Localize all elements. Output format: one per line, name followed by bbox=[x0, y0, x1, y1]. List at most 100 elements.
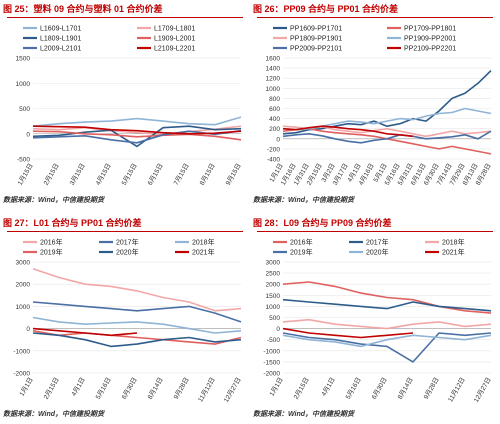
legend-label: PP1709-PP1801 bbox=[404, 26, 456, 33]
source-note: 数据来源：Wind，中信建投期货 bbox=[253, 411, 355, 418]
series-line bbox=[32, 125, 242, 148]
series-line bbox=[32, 301, 242, 323]
y-tick-label: 2500 bbox=[266, 271, 281, 278]
line-chart-svg: -400-200020040060080010001200140016001月1… bbox=[266, 26, 493, 187]
source-note: 数据来源：Wind，中信建投期货 bbox=[3, 411, 105, 418]
y-tick-label: 0 bbox=[276, 136, 280, 143]
y-tick-label: 1500 bbox=[266, 293, 281, 300]
y-tick-label: 1000 bbox=[16, 304, 31, 311]
y-tick-label: -500 bbox=[17, 157, 30, 164]
title-divider bbox=[7, 231, 243, 232]
x-tick-label: 9月15日 bbox=[224, 162, 243, 187]
legend-label: L2009-L2101 bbox=[40, 46, 81, 53]
y-tick-label: -400 bbox=[267, 157, 280, 164]
y-tick-label: 3000 bbox=[16, 260, 31, 267]
legend-label: L1909-L2001 bbox=[154, 36, 195, 43]
chart-title: 图 26：PP09 合约与 PP01 合约价差 bbox=[253, 4, 399, 14]
legend-label: L1809-L1901 bbox=[40, 36, 81, 43]
x-tick-label: 5月16日 bbox=[344, 376, 363, 401]
y-tick-label: 1000 bbox=[266, 86, 281, 93]
y-tick-label: -1500 bbox=[263, 359, 280, 366]
legend-label: L1609-L1701 bbox=[40, 26, 81, 33]
y-tick-label: 500 bbox=[269, 315, 280, 322]
series-line bbox=[32, 267, 242, 312]
chart-title: 图 28：L09 合约与 PP09 合约价差 bbox=[253, 218, 392, 228]
series-line bbox=[32, 327, 138, 337]
y-tick-label: -2000 bbox=[263, 371, 280, 378]
series-line bbox=[32, 130, 242, 141]
x-tick-label: 9月28日 bbox=[172, 376, 191, 401]
title-divider bbox=[257, 231, 493, 232]
series-line bbox=[282, 130, 492, 144]
source-note: 数据来源：Wind，中信建投期货 bbox=[3, 197, 105, 204]
x-tick-label: 12月27日 bbox=[472, 376, 493, 404]
series-line bbox=[282, 125, 414, 138]
x-tick-label: 3月15日 bbox=[68, 162, 87, 187]
title-divider bbox=[257, 17, 493, 18]
y-tick-label: 1600 bbox=[266, 56, 281, 63]
y-tick-label: 1000 bbox=[16, 81, 31, 88]
x-tick-label: 2月15日 bbox=[292, 376, 311, 401]
series-line bbox=[282, 281, 492, 314]
x-tick-label: 12月27日 bbox=[222, 376, 243, 404]
legend-label: L1709-L1801 bbox=[154, 26, 195, 33]
x-tick-label: 5月16日 bbox=[94, 376, 113, 401]
x-tick-label: 2月15日 bbox=[42, 376, 61, 401]
y-tick-label: 1500 bbox=[16, 56, 31, 63]
legend-label: PP1809-PP1901 bbox=[290, 36, 342, 43]
legend-label: 2016年 bbox=[290, 238, 313, 247]
y-tick-label: -500 bbox=[267, 337, 280, 344]
x-tick-label: 11月12日 bbox=[196, 376, 216, 403]
legend-label: 2017年 bbox=[116, 238, 139, 247]
y-tick-label: 0 bbox=[26, 131, 30, 138]
x-tick-label: 6月15日 bbox=[146, 162, 165, 187]
legend-label: 2019年 bbox=[290, 248, 313, 257]
series-line bbox=[282, 298, 492, 312]
x-tick-label: 8月14日 bbox=[146, 376, 165, 401]
line-chart-svg: -2000 -1000 0 1000 2000 3000 1月1日 2月15日 4月1日 5月16… bbox=[13, 238, 243, 404]
chart-panel-25: 图 25：塑料 09 合约与塑料 01 合约价差 -500 0 500 1000 150… bbox=[3, 2, 247, 208]
y-tick-label: 1200 bbox=[266, 76, 281, 83]
legend-label: 2020年 bbox=[366, 248, 389, 257]
chart-panel-26: 图 26：PP09 合约与 PP01 合约价差 -400 -200 0 200 400 6… bbox=[253, 2, 497, 208]
legend-label: 2017年 bbox=[366, 238, 389, 247]
y-tick-label: 3000 bbox=[266, 260, 281, 267]
x-tick-label: 8月15日 bbox=[198, 162, 217, 187]
legend-label: 2021年 bbox=[192, 248, 215, 257]
y-tick-label: 500 bbox=[19, 106, 30, 113]
series-line bbox=[282, 332, 492, 363]
series-line bbox=[282, 70, 492, 135]
legend-label: 2018年 bbox=[192, 238, 215, 247]
x-tick-label: 1月1日 bbox=[18, 376, 35, 398]
source-note: 数据来源：Wind，中信建投期货 bbox=[253, 197, 355, 204]
legend-label: 2018年 bbox=[442, 238, 465, 247]
legend-label: 2020年 bbox=[116, 248, 139, 257]
legend-label: PP1909-PP2001 bbox=[404, 36, 456, 43]
legend-label: PP1609-PP1701 bbox=[290, 26, 342, 33]
series-line bbox=[32, 116, 242, 127]
legend-label: 2021年 bbox=[442, 248, 465, 257]
line-chart-svg: -500 0 500 1000 1500 1月15日 2月15日 3月15日 4月15日 5月15… bbox=[16, 26, 243, 187]
series-line bbox=[282, 334, 492, 348]
y-tick-label: -1000 bbox=[13, 348, 30, 355]
line-chart-svg: -2000 -1500 -1000 -500 0 500 1000 1500 2000 2500 3… bbox=[263, 238, 493, 404]
series-line bbox=[32, 332, 242, 348]
y-tick-label: 800 bbox=[269, 96, 280, 103]
chart-title: 图 25：塑料 09 合约与塑料 01 合约价差 bbox=[3, 4, 163, 14]
series-line bbox=[32, 125, 242, 135]
x-tick-label: 1月15日 bbox=[16, 162, 35, 187]
title-divider bbox=[7, 17, 243, 18]
legend-label: 2019年 bbox=[40, 248, 63, 257]
legend-label: PP2109-PP2201 bbox=[404, 46, 456, 53]
x-tick-label: 5月15日 bbox=[120, 162, 139, 187]
legend-label: L2109-L2201 bbox=[154, 46, 195, 53]
chart-title: 图 27：L01 合约与 PP01 合约价差 bbox=[3, 218, 142, 228]
x-tick-label: 4月15日 bbox=[94, 162, 113, 187]
y-tick-label: 1000 bbox=[266, 304, 281, 311]
y-tick-label: 600 bbox=[269, 106, 280, 113]
chart-panel-28: 图 28：L09 合约与 PP09 合约价差 -2000 -1500 -1000 -5… bbox=[253, 216, 497, 422]
x-tick-label: 2月15日 bbox=[42, 162, 61, 187]
y-tick-label: -2000 bbox=[13, 371, 30, 378]
series-line bbox=[282, 318, 492, 330]
y-tick-label: -1000 bbox=[263, 348, 280, 355]
